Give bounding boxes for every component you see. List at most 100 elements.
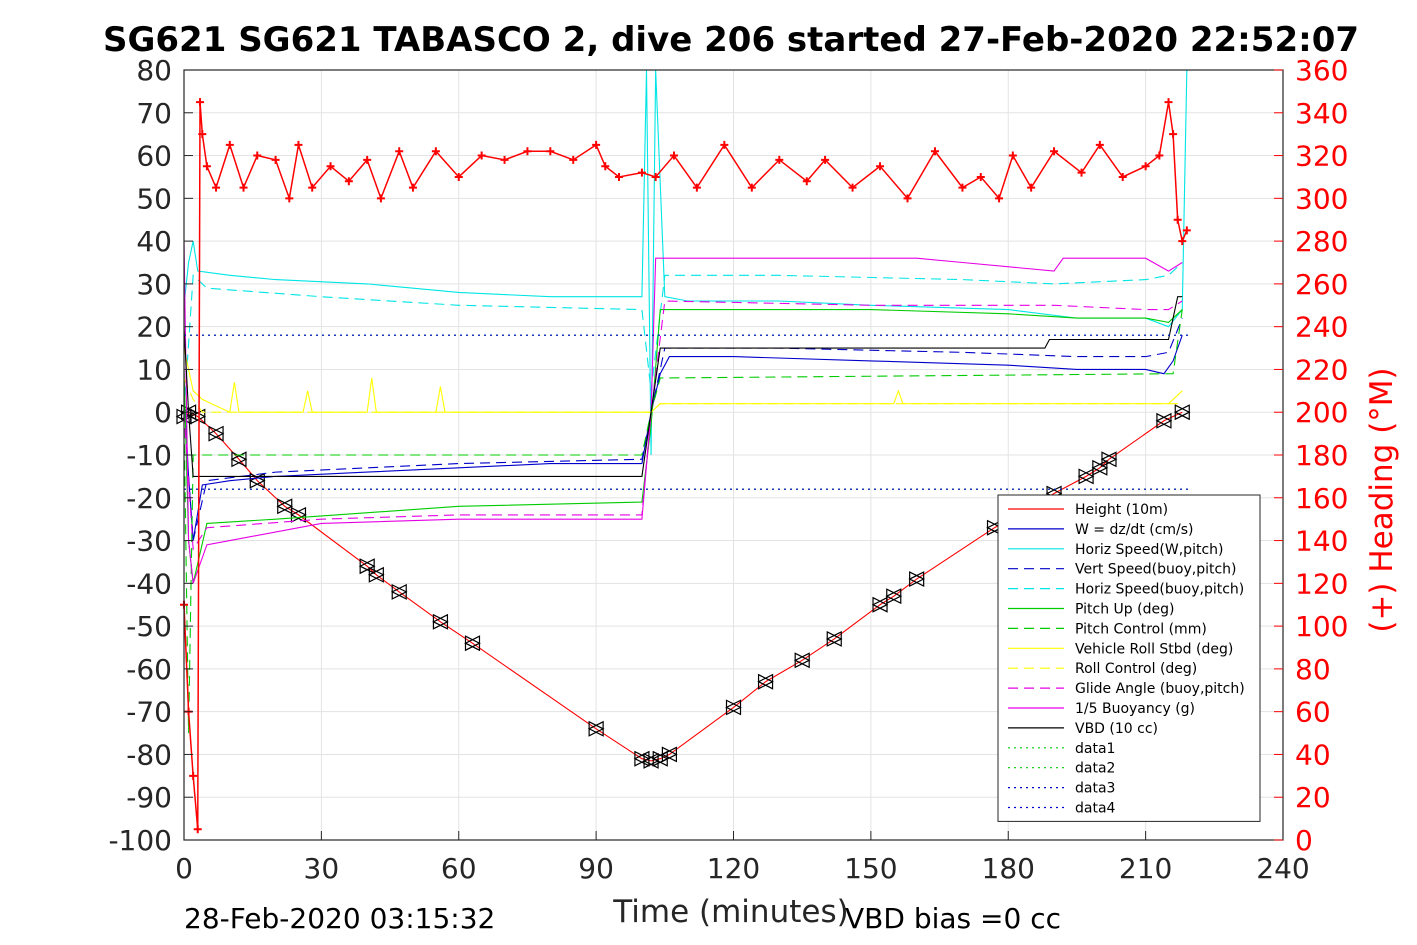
legend-label: W = dz/dt (cm/s)	[1075, 522, 1194, 538]
y-tick-label: -90	[126, 781, 172, 814]
y2-tick-label: 60	[1295, 696, 1331, 729]
legend-label: data1	[1075, 741, 1115, 757]
y-tick-label: -80	[126, 738, 172, 771]
x-tick-label: 150	[844, 852, 897, 885]
series-horiz-speed-w-pitch-	[183, 69, 1188, 456]
x-tick-label: 210	[1119, 852, 1172, 885]
series-vbd-10-cc-	[183, 296, 1183, 477]
legend-box	[997, 494, 1261, 822]
heading-point	[189, 771, 198, 780]
y2-tick-label: 160	[1295, 482, 1348, 515]
heading-point	[198, 130, 207, 139]
depth-marker	[189, 408, 206, 425]
y-tick-label: 60	[136, 140, 172, 173]
y2-tick-label: 0	[1295, 824, 1313, 857]
depth-marker	[1155, 412, 1172, 429]
heading-point	[408, 183, 417, 192]
footer-timestamp: 28-Feb-2020 03:15:32	[184, 902, 495, 935]
depth-marker	[358, 558, 375, 575]
heading-point	[1008, 151, 1017, 160]
y2-tick-label: 260	[1295, 268, 1348, 301]
heading-point	[196, 98, 205, 107]
series-line	[183, 69, 1188, 456]
depth-marker	[908, 571, 925, 588]
y2-axis-label: (+) Heading (°M)	[1364, 367, 1400, 632]
depth-marker	[757, 673, 774, 690]
depth-marker	[725, 699, 742, 716]
x-tick-label: 60	[441, 852, 477, 885]
y2-tick-label: 200	[1295, 396, 1348, 429]
depth-marker	[290, 506, 307, 523]
y-tick-label: 50	[136, 182, 172, 215]
depth-marker	[367, 566, 384, 583]
y2-tick-label: 40	[1295, 738, 1331, 771]
depth-marker	[464, 635, 481, 652]
y-tick-label: 0	[154, 396, 172, 429]
heading-point	[637, 168, 646, 177]
heading-point	[720, 140, 729, 149]
depth-marker	[1173, 404, 1190, 421]
heading-point	[802, 177, 811, 186]
legend-label: 1/5 Buoyancy (g)	[1075, 701, 1195, 717]
depth-marker	[793, 652, 810, 669]
chart-title: SG621 SG621 TABASCO 2, dive 206 started …	[103, 20, 1359, 60]
heading-point	[500, 155, 509, 164]
y2-tick-label: 220	[1295, 353, 1348, 386]
x-axis-label: Time (minutes)	[612, 894, 848, 930]
legend-label: Glide Angle (buoy,pitch)	[1075, 681, 1245, 697]
heading-point	[477, 151, 486, 160]
series-horiz-speed-buoy-pitch-	[183, 262, 1183, 413]
series-vehicle-roll-stbd-deg-	[183, 347, 1183, 414]
heading-point	[692, 183, 701, 192]
heading-point	[326, 162, 335, 171]
heading-point	[876, 162, 885, 171]
depth-marker	[587, 720, 604, 737]
heading-point	[1169, 130, 1178, 139]
heading-point	[285, 194, 294, 203]
heading-point	[569, 155, 578, 164]
series-line	[183, 377, 1183, 413]
series-line	[183, 347, 1183, 414]
series-vert-speed-buoy-pitch-	[183, 317, 1183, 541]
depth-marker	[276, 498, 293, 515]
depth-marker	[390, 583, 407, 600]
y2-tick-label: 340	[1295, 97, 1348, 130]
y2-tick-label: 320	[1295, 140, 1348, 173]
x-tick-label: 0	[175, 852, 193, 885]
series-line	[183, 309, 1183, 734]
x-tick-label: 120	[707, 852, 760, 885]
y2-tick-label: 280	[1295, 225, 1348, 258]
legend-label: Vehicle Roll Stbd (deg)	[1075, 641, 1233, 657]
legend-label: VBD (10 cc)	[1075, 721, 1158, 737]
legend-label: Horiz Speed(W,pitch)	[1075, 542, 1223, 558]
heading-point	[1155, 151, 1164, 160]
y-tick-label: -30	[126, 525, 172, 558]
x-tick-label: 240	[1256, 852, 1309, 885]
heading-point	[308, 183, 317, 192]
series-heading	[180, 98, 1191, 834]
heading-point	[1164, 98, 1173, 107]
heading-point	[592, 140, 601, 149]
heading-point	[546, 147, 555, 156]
heading-point	[294, 140, 303, 149]
heading-point	[1050, 147, 1059, 156]
legend-label: Pitch Control (mm)	[1075, 621, 1207, 637]
y-tick-label: -20	[126, 482, 172, 515]
y-tick-label: 10	[136, 353, 172, 386]
heading-point	[239, 183, 248, 192]
series-line	[183, 262, 1183, 413]
depth-marker	[871, 596, 888, 613]
series-glide-angle-buoy-pitch-	[183, 300, 1183, 551]
heading-point	[821, 155, 830, 164]
heading-point	[523, 147, 532, 156]
heading-point	[903, 194, 912, 203]
y2-tick-label: 360	[1295, 54, 1348, 87]
y-tick-label: 80	[136, 54, 172, 87]
series-pitch-control-mm-	[183, 309, 1183, 734]
heading-trace	[183, 101, 1188, 830]
depth-marker	[230, 451, 247, 468]
heading-point	[271, 155, 280, 164]
depth-marker	[825, 630, 842, 647]
depth-marker	[1091, 459, 1108, 476]
heading-point	[363, 155, 372, 164]
